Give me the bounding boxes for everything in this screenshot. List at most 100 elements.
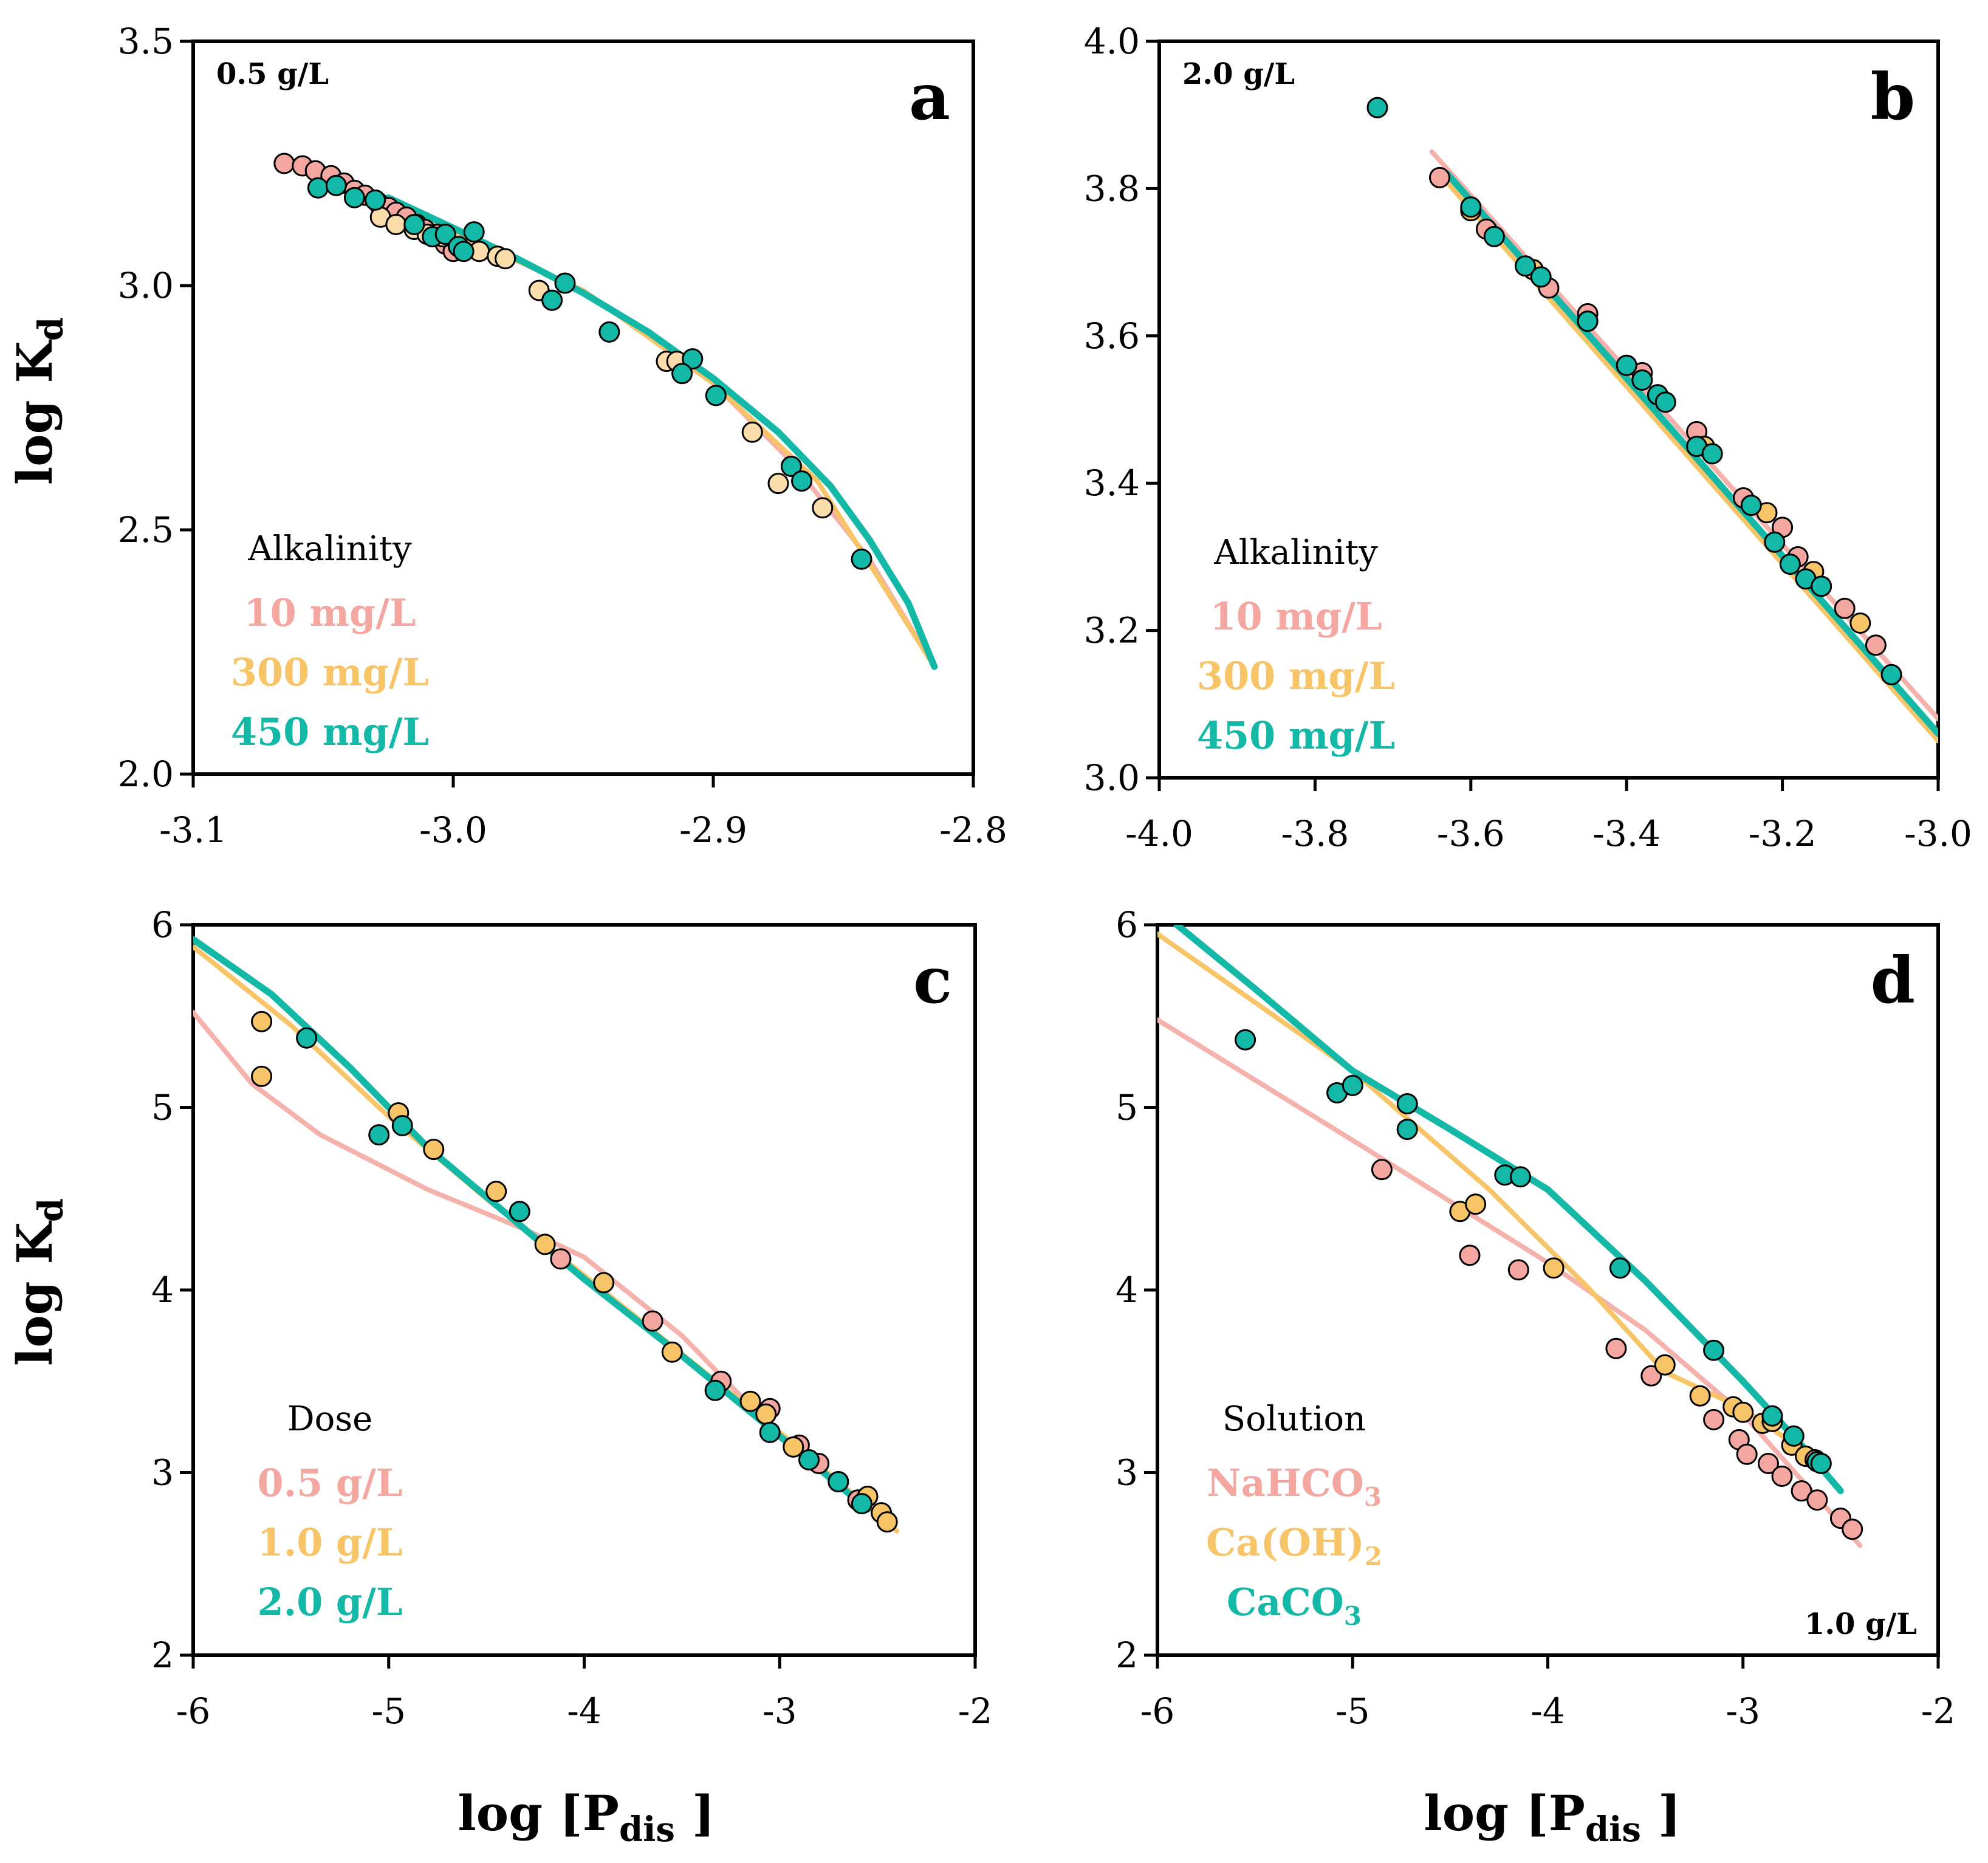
panel-a-data-point — [705, 385, 727, 407]
panel-b-y-tick-label: 3.6 — [1084, 315, 1140, 357]
panel-c-data-point — [534, 1233, 556, 1255]
panel-d-y-tick-label: 2 — [1116, 1635, 1138, 1676]
panel-d-data-point — [1342, 1074, 1363, 1096]
panel-d-data-point — [1465, 1193, 1487, 1215]
panel-a-data-point — [463, 221, 485, 243]
panel-c-data-point — [251, 1065, 273, 1087]
panel-d-data-point — [1842, 1518, 1863, 1540]
panel-d-data-point — [1703, 1339, 1725, 1361]
panel-d-y-tick-label: 6 — [1116, 904, 1138, 945]
panel-a-data-point — [385, 214, 407, 235]
panel-a-data-point — [598, 321, 620, 343]
panel-a-y-tick-label: 2.5 — [118, 509, 174, 551]
panel-d-data-point — [1396, 1119, 1418, 1141]
panel-b-data-point — [1764, 531, 1786, 553]
panel-d-legend-entry: NaHCO3 — [1207, 1461, 1382, 1512]
panel-c-data-point — [704, 1379, 726, 1401]
panel-d-letter: d — [1871, 942, 1915, 1018]
panel-b-data-point — [1740, 495, 1762, 516]
panel-c-data-point — [368, 1124, 390, 1146]
panel-d-data-point — [1791, 1480, 1812, 1502]
panel-c-data-point — [851, 1493, 872, 1515]
panel-d-note: 1.0 g/L — [1805, 1607, 1917, 1641]
panel-c-legend-entry: 0.5 g/L — [257, 1461, 402, 1505]
panel-d-data-point — [1507, 1259, 1529, 1281]
panel-a-letter: a — [909, 59, 950, 134]
panel-b-letter: b — [1871, 59, 1915, 134]
panel-a-data-point — [791, 470, 812, 492]
panel-b-data-point — [1530, 266, 1552, 288]
panel-b-x-tick-label: -3.0 — [1904, 813, 1972, 854]
panel-c-y-tick-label: 5 — [151, 1087, 174, 1128]
panel-b-y-tick-label: 3.4 — [1084, 462, 1140, 504]
panel-d-data-point — [1396, 1093, 1418, 1114]
panel-b-legend-entry: 300 mg/L — [1197, 654, 1395, 698]
panel-b-y-tick-label: 3.8 — [1084, 168, 1140, 209]
panel-c-y-tick-label: 4 — [151, 1269, 174, 1311]
panel-d-data-point — [1810, 1453, 1832, 1474]
panel-b-data-point — [1460, 196, 1482, 218]
panel-b-data-point — [1429, 166, 1450, 188]
panel-a-x-tick-label: -3.1 — [159, 809, 227, 851]
panel-a-y-tick-label: 2.0 — [118, 753, 174, 795]
panel-b-legend-entry: 450 mg/L — [1197, 713, 1395, 758]
panel-c-x-tick-label: -2 — [958, 1690, 993, 1732]
panel-a-data-point — [741, 421, 763, 443]
panel-d-x-tick-label: -2 — [1921, 1690, 1956, 1732]
panel-d-data-point — [1235, 1029, 1256, 1051]
panel-c-letter: c — [913, 942, 952, 1018]
panel-d-x-tick-label: -5 — [1335, 1690, 1370, 1732]
panel-c-legend-entry: 2.0 g/L — [257, 1580, 402, 1624]
panel-c-y-tick-label: 2 — [151, 1635, 174, 1676]
panel-d-data-point — [1459, 1244, 1481, 1266]
panel-b-data-point — [1779, 554, 1801, 575]
panel-c-data-point — [485, 1181, 507, 1203]
panel-c-data-point — [739, 1390, 761, 1412]
panel-b-data-point — [1701, 443, 1723, 465]
panel-b-data-point — [1811, 575, 1832, 597]
panel-d-data-point — [1371, 1159, 1393, 1181]
panel-a-data-point — [851, 548, 872, 570]
panel-d-data-point — [1703, 1408, 1725, 1430]
panel-a-data-point — [554, 272, 576, 294]
panel-d-y-tick-label: 3 — [1116, 1452, 1138, 1494]
panel-a-plot-frame — [191, 39, 975, 776]
panel-d-data-point — [1510, 1166, 1531, 1188]
panel-b-x-tick-label: -3.4 — [1592, 813, 1661, 854]
panel-b-data-point — [1834, 597, 1856, 619]
panel-a-data-point — [812, 497, 834, 519]
panel-b-data-point — [1880, 664, 1902, 685]
panel-a-x-tick-label: -3.0 — [419, 809, 487, 851]
panel-a-chart: 2.0 2.5 3.0 3.5 -3.1 -3.0 -2.9 -2.8 a 0.5 g/L Alka… — [118, 21, 1007, 851]
y-axis-title-bottom: log Kd — [6, 1198, 71, 1366]
panel-c-data-point — [798, 1449, 820, 1470]
panel-a-data-point — [780, 456, 802, 477]
x-axis-title-left: log [Pdis ] — [458, 1785, 715, 1850]
panel-d-data-point — [1736, 1443, 1758, 1465]
panel-d-data-point — [1640, 1365, 1662, 1387]
panel-a-data-point — [325, 174, 347, 196]
panel-b-y-tick-label: 3.0 — [1084, 757, 1140, 798]
panel-a-legend-entry: 300 mg/L — [231, 650, 429, 695]
panel-b-data-point — [1483, 225, 1505, 247]
panel-b-chart: 3.0 3.2 3.4 3.6 3.8 4.0 -4.0 -3.8 -3.6 -3.4 -3.2 -3… — [1084, 21, 1972, 854]
panel-a-data-point — [767, 473, 789, 495]
panel-a-data-point — [682, 348, 704, 370]
panel-c-data-point — [755, 1403, 777, 1425]
panel-a-data-point — [403, 214, 425, 235]
panel-a-x-tick-label: -2.8 — [939, 809, 1007, 851]
panel-a-data-point — [343, 187, 365, 208]
panel-a-y-tick-label: 3.5 — [118, 21, 174, 62]
panel-a-data-point — [671, 363, 693, 385]
panel-c-data-point — [828, 1471, 849, 1492]
panel-d-legend-entry: CaCO3 — [1227, 1580, 1362, 1631]
panel-c-x-tick-label: -6 — [176, 1690, 211, 1732]
y-axis-title-top: log Kd — [6, 317, 71, 485]
panel-c-data-point — [661, 1341, 683, 1363]
panel-c-data-point — [759, 1421, 781, 1443]
panel-a-note: 0.5 g/L — [216, 57, 329, 91]
panel-c-y-tick-label: 3 — [151, 1452, 174, 1494]
panel-b-x-tick-label: -4.0 — [1125, 813, 1193, 854]
panel-b-data-point — [1849, 612, 1871, 634]
